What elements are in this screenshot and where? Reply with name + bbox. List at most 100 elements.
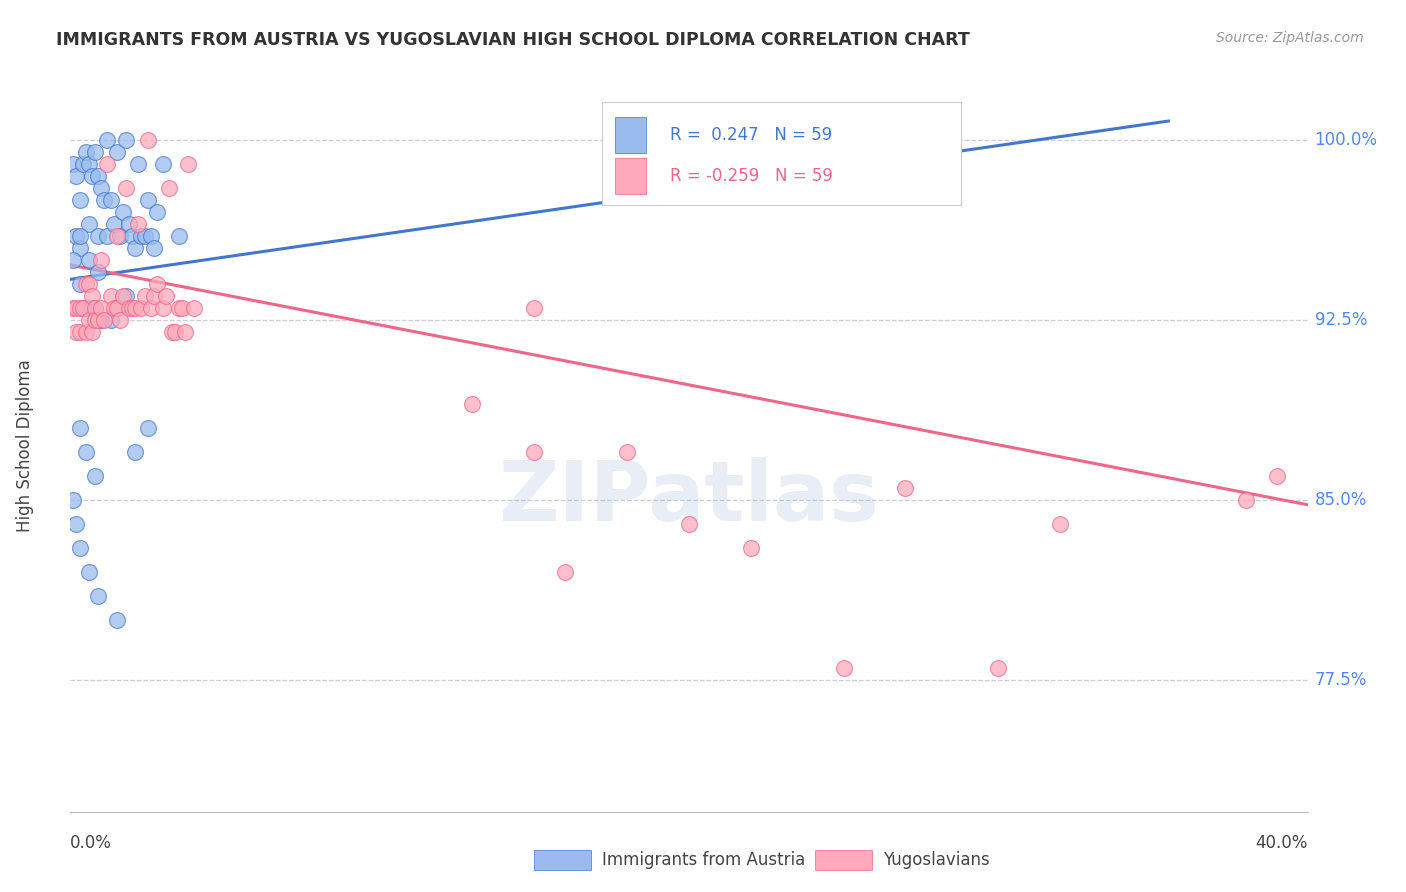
Point	[87, 169, 110, 184]
Point	[167, 229, 190, 244]
Point	[90, 313, 112, 327]
Point	[62, 301, 84, 315]
Point	[162, 325, 184, 339]
Text: 100.0%: 100.0%	[1315, 131, 1378, 149]
Point	[121, 301, 143, 315]
Point	[87, 313, 110, 327]
Text: High School Diploma: High School Diploma	[17, 359, 34, 533]
Point	[103, 301, 125, 315]
FancyBboxPatch shape	[614, 117, 645, 153]
Text: IMMIGRANTS FROM AUSTRIA VS YUGOSLAVIAN HIGH SCHOOL DIPLOMA CORRELATION CHART: IMMIGRANTS FROM AUSTRIA VS YUGOSLAVIAN H…	[56, 31, 970, 49]
Point	[136, 421, 159, 435]
Point	[69, 421, 91, 435]
Point	[136, 193, 159, 207]
Point	[105, 145, 128, 160]
Point	[62, 157, 84, 171]
Point	[90, 301, 112, 315]
Point	[131, 229, 153, 244]
Point	[75, 277, 97, 292]
Point	[84, 145, 107, 160]
Point	[124, 445, 146, 459]
Point	[96, 229, 118, 244]
Point	[77, 157, 100, 171]
Point	[77, 313, 100, 327]
Point	[69, 301, 91, 315]
Text: R = -0.259   N = 59: R = -0.259 N = 59	[671, 167, 834, 185]
Point	[740, 541, 762, 555]
Point	[127, 217, 149, 231]
Point	[165, 325, 187, 339]
Point	[69, 541, 91, 555]
Point	[142, 241, 165, 255]
Point	[80, 301, 103, 315]
Text: Yugoslavians: Yugoslavians	[883, 851, 990, 869]
Point	[183, 301, 205, 315]
Point	[523, 445, 546, 459]
Point	[90, 253, 112, 268]
Point	[100, 289, 122, 303]
Point	[87, 229, 110, 244]
Text: 77.5%: 77.5%	[1315, 671, 1367, 689]
Point	[678, 516, 700, 531]
Text: Immigrants from Austria: Immigrants from Austria	[602, 851, 806, 869]
Point	[987, 661, 1010, 675]
Point	[105, 301, 128, 315]
Point	[103, 217, 125, 231]
Point	[136, 133, 159, 147]
Point	[69, 241, 91, 255]
Point	[134, 229, 156, 244]
Point	[69, 325, 91, 339]
Point	[115, 289, 138, 303]
Point	[96, 157, 118, 171]
Text: 40.0%: 40.0%	[1256, 834, 1308, 852]
Point	[173, 325, 195, 339]
Point	[69, 277, 91, 292]
Point	[131, 301, 153, 315]
Point	[108, 229, 131, 244]
Point	[139, 301, 162, 315]
Point	[84, 313, 107, 327]
Point	[100, 313, 122, 327]
Point	[139, 229, 162, 244]
Point	[523, 301, 546, 315]
Point	[115, 133, 138, 147]
Text: 92.5%: 92.5%	[1315, 311, 1367, 329]
Point	[72, 301, 94, 315]
FancyBboxPatch shape	[614, 158, 645, 194]
Point	[62, 492, 84, 507]
Point	[170, 301, 193, 315]
Point	[111, 205, 134, 219]
Point	[93, 193, 115, 207]
Point	[77, 217, 100, 231]
Point	[65, 325, 87, 339]
Point	[65, 229, 87, 244]
Point	[177, 157, 200, 171]
Text: ZIPatlas: ZIPatlas	[499, 457, 879, 538]
Point	[146, 205, 169, 219]
Point	[127, 157, 149, 171]
Point	[65, 169, 87, 184]
Point	[87, 265, 110, 279]
Point	[118, 301, 141, 315]
Point	[1234, 492, 1257, 507]
Point	[157, 181, 180, 195]
Point	[146, 277, 169, 292]
Point	[96, 133, 118, 147]
Point	[894, 481, 917, 495]
FancyBboxPatch shape	[602, 103, 962, 204]
Point	[80, 169, 103, 184]
Point	[105, 301, 128, 315]
Text: Source: ZipAtlas.com: Source: ZipAtlas.com	[1216, 31, 1364, 45]
Point	[75, 325, 97, 339]
Point	[152, 301, 174, 315]
Point	[84, 469, 107, 483]
Point	[152, 157, 174, 171]
Point	[142, 289, 165, 303]
Point	[100, 193, 122, 207]
Point	[124, 301, 146, 315]
Point	[65, 516, 87, 531]
Point	[77, 277, 100, 292]
Point	[75, 145, 97, 160]
Point	[87, 589, 110, 603]
Point	[554, 565, 576, 579]
